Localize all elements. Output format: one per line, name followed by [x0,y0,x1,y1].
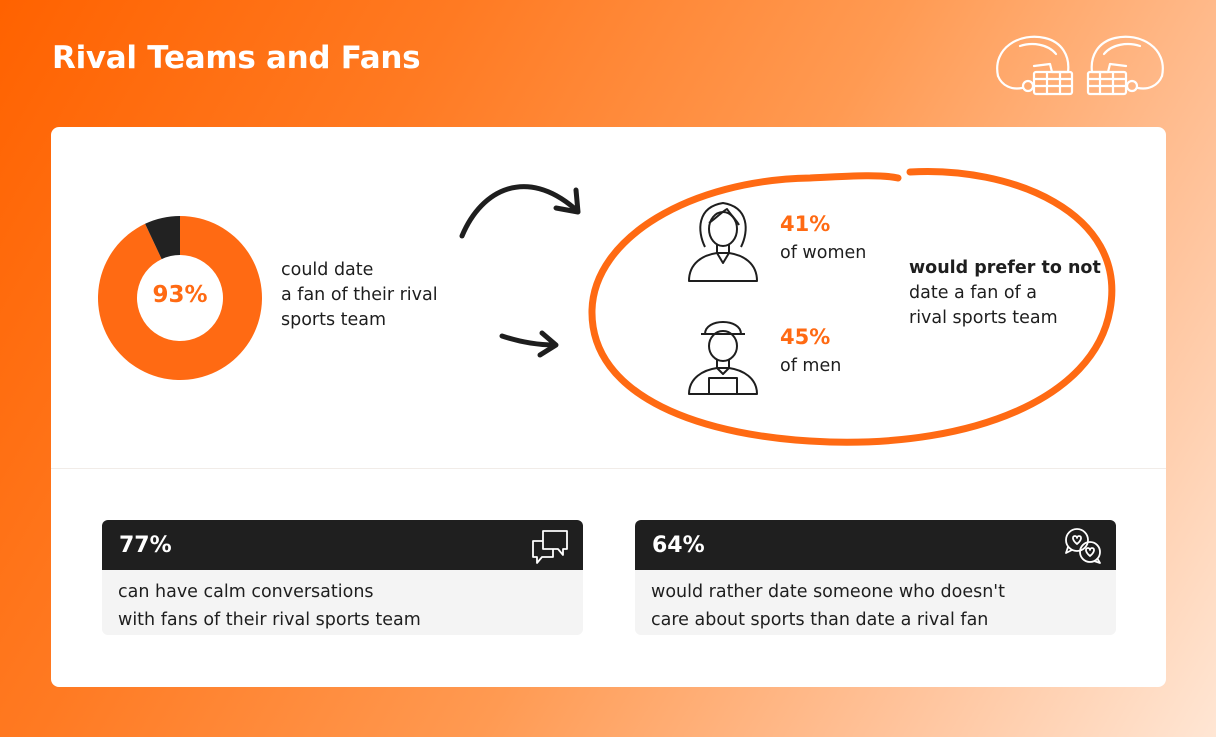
stat-line: would rather date someone who doesn't [651,582,1005,602]
heart-chat-icon [1065,528,1101,564]
speech-bubbles-icon [532,530,568,564]
men-percentage: 45% [780,325,831,349]
donut-chart [97,216,262,380]
straight-arrow-icon [499,330,559,358]
stat-card-rather-date: 64% would rather date someone who doesn'… [635,520,1116,635]
section-divider [51,468,1166,469]
caption-line: could date [281,260,374,280]
man-icon [688,321,758,395]
stat-header: 64% [635,520,1116,570]
prefer-line: date a fan of a [909,283,1038,303]
stat-description: can have calm conversations with fans of… [102,570,583,635]
caption-line: a fan of their rival [281,285,438,305]
stat-value: 64% [652,533,705,558]
prefer-line: rival sports team [909,308,1058,328]
page-title: Rival Teams and Fans [52,40,421,76]
stat-line: with fans of their rival sports team [118,610,421,630]
stat-card-conversations: 77% can have calm conversations with fan… [102,520,583,635]
caption-line: sports team [281,310,387,330]
stat-value: 77% [119,533,172,558]
donut-caption: could date a fan of their rival sports t… [281,258,438,333]
donut-slice-remaining [145,216,180,260]
curved-arrow-icon [459,184,581,239]
stat-line: can have calm conversations [118,582,374,602]
women-percentage: 41% [780,212,831,236]
prefer-text: would prefer to not date a fan of a riva… [909,256,1101,331]
stat-description: would rather date someone who doesn't ca… [635,570,1116,635]
highlight-ellipse [588,167,1116,446]
stat-line: care about sports than date a rival fan [651,610,989,630]
donut-center-label: 93% [152,282,208,308]
football-helmet-icon [996,35,1164,96]
donut-slice-could-date [97,216,262,380]
women-label: of women [780,243,867,263]
woman-icon [688,202,758,282]
stat-header: 77% [102,520,583,570]
men-label: of men [780,356,842,376]
prefer-bold-line: would prefer to not [909,258,1101,278]
